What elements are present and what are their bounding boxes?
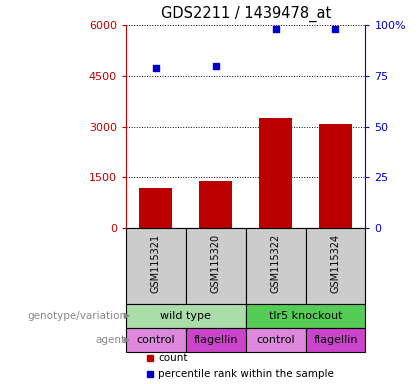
Point [213, 63, 219, 69]
Bar [139, 188, 172, 228]
Bar [246, 303, 365, 328]
Bar [126, 328, 186, 352]
Bar [246, 328, 306, 352]
Bar [246, 228, 306, 303]
Text: agent: agent [96, 335, 126, 345]
Text: genotype/variation: genotype/variation [27, 311, 126, 321]
Text: count: count [158, 353, 188, 363]
Text: control: control [136, 335, 175, 345]
Text: wild type: wild type [160, 311, 211, 321]
Point [332, 26, 339, 32]
Text: GSM115324: GSM115324 [331, 234, 341, 293]
Bar [126, 303, 246, 328]
Point [272, 26, 279, 32]
Text: GSM115321: GSM115321 [151, 234, 161, 293]
Bar [306, 328, 365, 352]
Bar [259, 118, 292, 228]
Text: GSM115320: GSM115320 [211, 234, 221, 293]
Text: flagellin: flagellin [313, 335, 358, 345]
Bar [186, 328, 246, 352]
Text: percentile rank within the sample: percentile rank within the sample [158, 369, 334, 379]
Text: control: control [256, 335, 295, 345]
Bar [200, 181, 232, 228]
Bar [319, 124, 352, 228]
Bar [186, 228, 246, 303]
Title: GDS2211 / 1439478_at: GDS2211 / 1439478_at [160, 6, 331, 22]
Point [152, 65, 159, 71]
Bar [306, 228, 365, 303]
Text: flagellin: flagellin [194, 335, 238, 345]
Bar [126, 228, 186, 303]
Text: tlr5 knockout: tlr5 knockout [269, 311, 342, 321]
Text: GSM115322: GSM115322 [270, 234, 281, 293]
